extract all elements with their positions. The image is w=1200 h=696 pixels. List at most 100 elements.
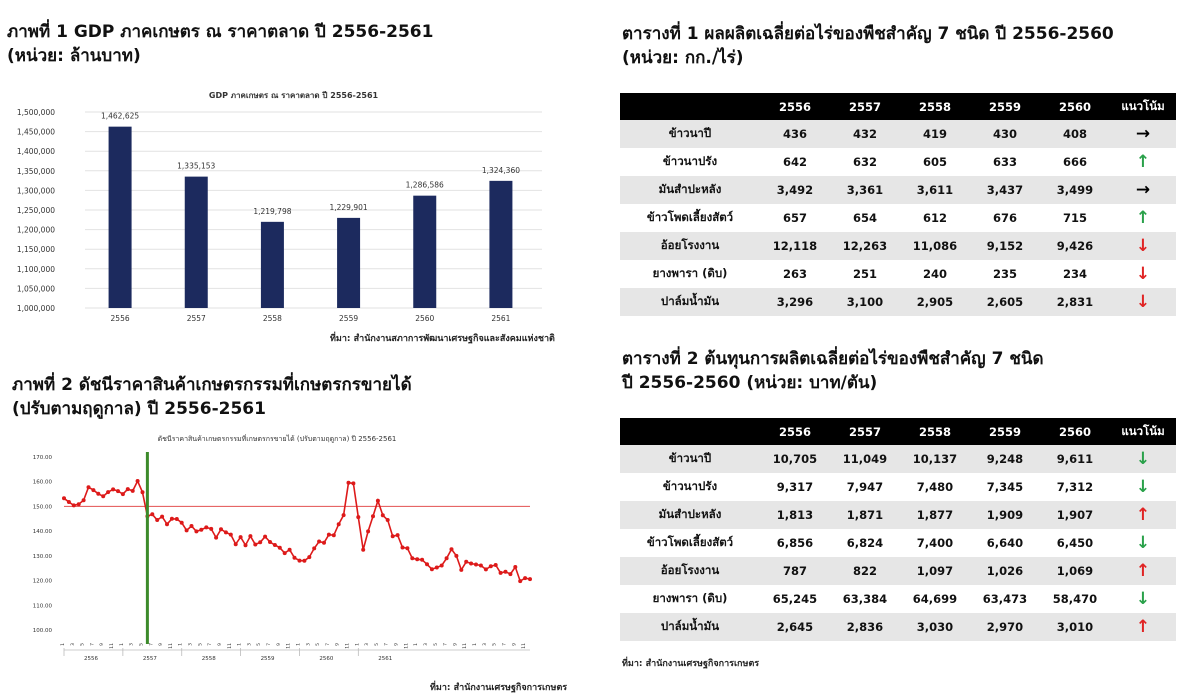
crop-name-cell: อ้อยโรงงาน — [620, 232, 760, 260]
data-point — [135, 479, 140, 483]
value-cell: 1,907 — [1040, 501, 1110, 529]
value-cell: 657 — [760, 204, 830, 232]
value-cell: 3,030 — [900, 613, 970, 641]
data-point — [326, 532, 331, 537]
value-cell: 1,813 — [760, 501, 830, 529]
value-cell: 6,824 — [830, 529, 900, 557]
header-year: 2559 — [970, 93, 1040, 120]
x-tick-label: 1 — [60, 643, 66, 646]
x-tick-label: 9 — [335, 643, 341, 646]
trend-cell: ↑ — [1110, 613, 1176, 641]
crop-name-cell: ข้าวนาปรัง — [620, 148, 760, 176]
trend-cell: ↑ — [1110, 204, 1176, 232]
data-point — [366, 529, 371, 534]
data-point — [297, 558, 302, 563]
x-tick-label: 3 — [70, 643, 76, 646]
trend-cell: ↑ — [1110, 557, 1176, 585]
value-cell: 436 — [760, 120, 830, 148]
y-tick-label: 1,400,000 — [17, 147, 55, 156]
data-point — [179, 520, 184, 525]
trend-cell: ↑ — [1110, 148, 1176, 176]
data-point — [410, 556, 415, 561]
x-tick-label: 11 — [168, 643, 174, 649]
x-tick-label: 3 — [423, 643, 429, 646]
trend-cell: ↓ — [1110, 232, 1176, 260]
value-cell: 3,492 — [760, 176, 830, 204]
y-tick-label: 1,500,000 — [17, 108, 55, 117]
year-group-label: 2560 — [319, 656, 333, 662]
y-tick-label: 170.00 — [33, 455, 53, 461]
value-cell: 2,905 — [900, 288, 970, 316]
table2-unit: ปี 2556-2560 (หน่วย: บาท/ตัน) — [622, 373, 878, 393]
value-cell: 7,312 — [1040, 473, 1110, 501]
year-group-label: 2556 — [84, 656, 98, 662]
value-cell: 234 — [1040, 260, 1110, 288]
year-group-label: 2561 — [378, 656, 392, 662]
data-point — [415, 557, 420, 562]
data-point — [184, 528, 189, 533]
data-point — [189, 524, 194, 528]
value-cell: 432 — [830, 120, 900, 148]
chart-title: ดัชนีราคาสินค้าเกษตรกรรมที่เกษตรกรขายได้… — [158, 434, 397, 443]
x-tick-label: 1 — [295, 643, 301, 646]
value-cell: 63,473 — [970, 585, 1040, 613]
value-cell: 3,296 — [760, 288, 830, 316]
data-point — [464, 559, 469, 564]
value-cell: 6,640 — [970, 529, 1040, 557]
value-cell: 9,317 — [760, 473, 830, 501]
data-point — [111, 487, 116, 492]
figure1-source: ที่มา: สำนักงานสภาการพัฒนาเศรษฐกิจและสัง… — [330, 334, 555, 344]
data-point — [331, 533, 336, 538]
data-point — [209, 526, 214, 531]
data-point — [459, 567, 464, 572]
value-cell: 63,384 — [830, 585, 900, 613]
trend-up-arrow-icon: ↑ — [1135, 207, 1151, 228]
data-point — [322, 540, 326, 545]
data-point — [76, 502, 81, 507]
value-cell: 666 — [1040, 148, 1110, 176]
value-cell: 419 — [900, 120, 970, 148]
value-cell: 822 — [830, 557, 900, 585]
header-year: 2556 — [760, 418, 830, 445]
x-tick-label: 9 — [217, 643, 223, 646]
data-point — [233, 542, 238, 547]
year-group-label: 2557 — [143, 656, 157, 662]
value-cell: 12,263 — [830, 232, 900, 260]
trend-up-arrow-icon: ↑ — [1135, 560, 1151, 581]
y-tick-label: 1,350,000 — [17, 167, 55, 176]
value-cell: 7,400 — [900, 529, 970, 557]
trend-up-arrow-icon: ↑ — [1135, 504, 1151, 525]
data-label: 1,286,586 — [406, 181, 444, 190]
data-point — [346, 480, 351, 485]
x-tick-label: 5 — [492, 643, 498, 646]
x-tick-label: 9 — [276, 643, 282, 646]
data-point — [140, 490, 145, 495]
table-row: ข้าวนาปรัง 642 632 605 633 666 ↑ — [620, 148, 1176, 176]
data-point — [434, 565, 439, 570]
value-cell: 1,026 — [970, 557, 1040, 585]
x-tick-label: 3 — [129, 643, 135, 646]
data-point — [86, 485, 91, 490]
data-point — [503, 569, 508, 574]
header-trend: แนวโน้ม — [1110, 93, 1176, 120]
value-cell: 715 — [1040, 204, 1110, 232]
data-point — [449, 547, 454, 552]
table-row: ข้าวนาปี 10,705 11,049 10,137 9,248 9,611 ↓ — [620, 445, 1176, 473]
y-tick-label: 1,200,000 — [17, 226, 55, 235]
y-tick-label: 130.00 — [33, 554, 53, 560]
data-point — [101, 494, 106, 499]
data-point — [120, 492, 125, 497]
bar — [108, 126, 132, 308]
table-row: ปาล์มน้ำมัน 2,645 2,836 3,030 2,970 3,010 ↑ — [620, 613, 1176, 641]
x-tick-label: 1 — [119, 643, 125, 646]
bar — [260, 221, 284, 308]
x-tick-label: 5 — [433, 643, 439, 646]
data-point — [248, 534, 253, 539]
data-point — [272, 543, 277, 547]
crop-name-cell: อ้อยโรงงาน — [620, 557, 760, 585]
data-point — [508, 572, 513, 577]
y-tick-label: 1,000,000 — [17, 304, 55, 313]
header-year: 2559 — [970, 418, 1040, 445]
x-tick-label: 3 — [188, 643, 194, 646]
x-tick-label: 11 — [462, 643, 468, 649]
